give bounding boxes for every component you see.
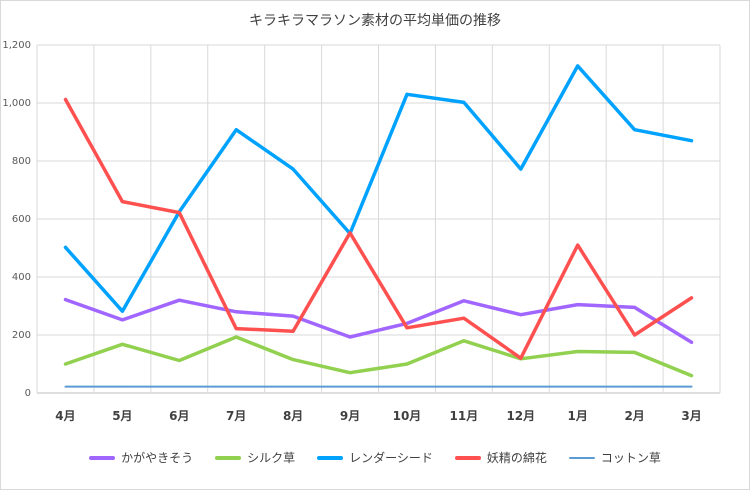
y-tick-label: 400 — [12, 272, 31, 283]
legend-label: レンダーシード — [349, 451, 433, 465]
x-tick-label: 2月 — [624, 409, 644, 423]
series-line — [63, 335, 694, 378]
chart-legend: かがやきそう シルク草 レンダーシード 妖精の綿花 コットン草 — [0, 449, 750, 466]
legend-item: 妖精の綿花 — [454, 449, 547, 466]
y-tick-label: 200 — [12, 330, 31, 341]
x-tick-label: 6月 — [169, 409, 189, 423]
x-tick-label: 3月 — [681, 409, 701, 423]
legend-item: コットン草 — [568, 449, 661, 466]
legend-swatch — [568, 456, 595, 459]
series-line — [63, 97, 694, 360]
x-tick-label: 11月 — [450, 409, 479, 423]
y-tick-label: 1,200 — [2, 40, 31, 51]
series-line — [63, 64, 694, 313]
x-tick-label: 7月 — [226, 409, 246, 423]
x-tick-label: 10月 — [393, 409, 422, 423]
legend-swatch — [89, 455, 116, 460]
y-tick-label: 800 — [12, 156, 31, 167]
y-tick-label: 0 — [25, 388, 31, 399]
series-line — [63, 297, 694, 345]
legend-swatch — [215, 455, 242, 460]
y-tick-label: 600 — [12, 214, 31, 225]
chart-title: キラキラマラソン素材の平均単価の推移 — [249, 13, 501, 29]
legend-item: レンダーシード — [317, 449, 433, 466]
legend-swatch — [317, 455, 344, 460]
legend-label: 妖精の綿花 — [486, 451, 547, 465]
legend-label: かがやきそう — [121, 451, 194, 465]
x-tick-label: 5月 — [112, 409, 132, 423]
x-tick-label: 8月 — [283, 409, 303, 423]
legend-label: コットン草 — [600, 451, 661, 465]
x-tick-label: 9月 — [340, 409, 360, 423]
x-tick-label: 12月 — [506, 409, 535, 423]
legend-swatch — [454, 455, 481, 460]
x-tick-label: 4月 — [55, 409, 75, 423]
y-tick-label: 1,000 — [2, 98, 31, 109]
legend-label: シルク草 — [247, 451, 296, 465]
legend-item: かがやきそう — [89, 449, 193, 466]
x-tick-label: 1月 — [568, 409, 588, 423]
legend-item: シルク草 — [215, 449, 295, 466]
